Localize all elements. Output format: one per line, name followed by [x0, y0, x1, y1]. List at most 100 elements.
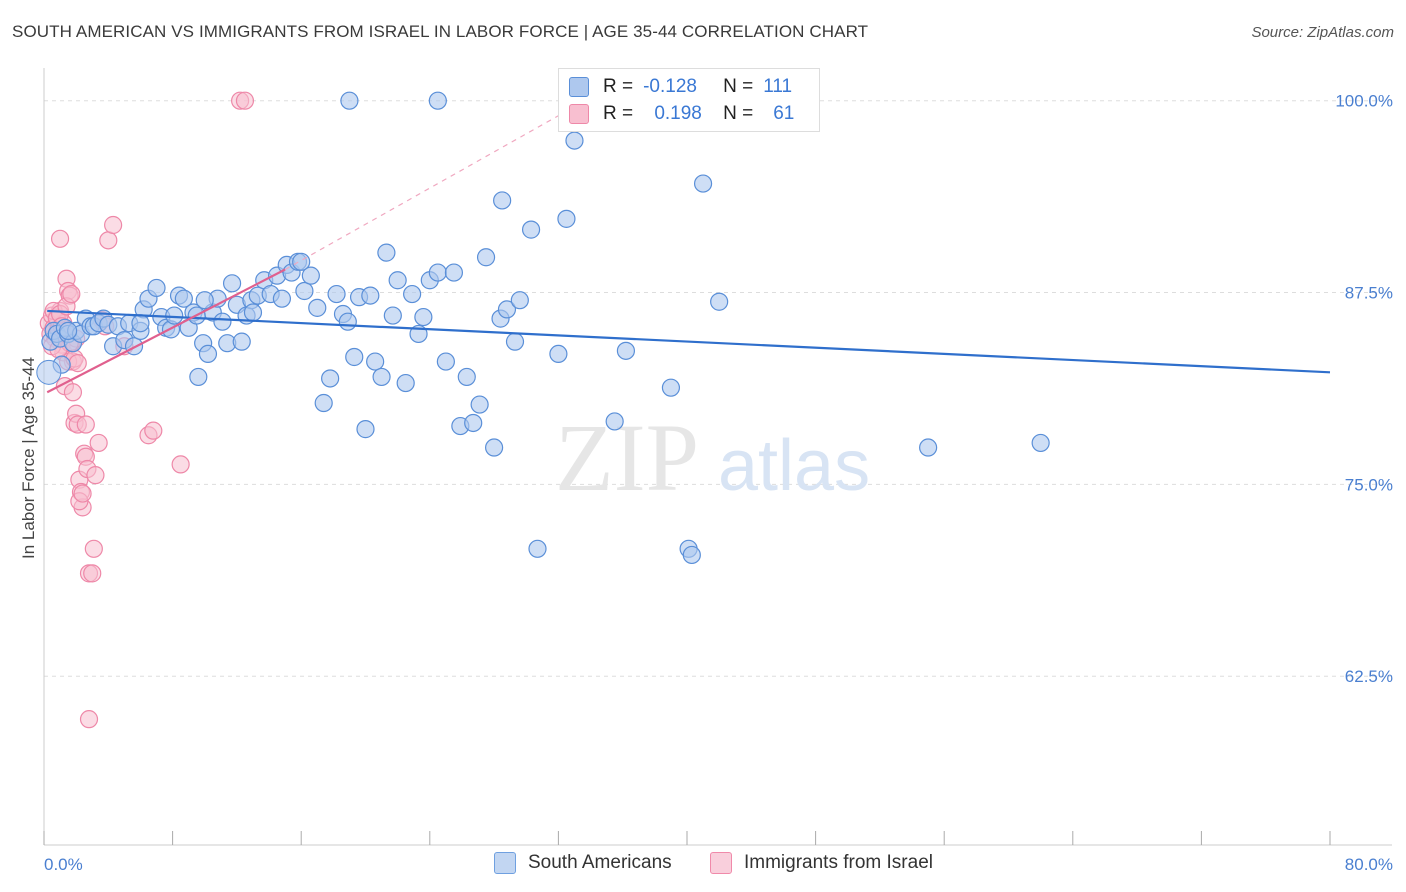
legend-label: Immigrants from Israel [744, 852, 933, 873]
south-american-point [124, 337, 144, 356]
y-tick-label: 100.0% [1335, 92, 1393, 111]
south-american-point [292, 252, 311, 271]
stats-legend: R = -0.128 N = 111 R = 0.198 N = 61 [558, 68, 820, 132]
israel-trend-line [46, 268, 286, 394]
south-american-point [388, 271, 407, 290]
south-american-point [131, 314, 150, 333]
south-american-point [243, 303, 263, 322]
south-american-point [321, 369, 340, 388]
south-american-point [414, 307, 433, 327]
israel-point [83, 564, 102, 583]
south-american-point [510, 291, 529, 310]
r-label: R = [603, 103, 634, 124]
south-american-point [485, 438, 504, 457]
r-value: 0.198 [654, 103, 702, 124]
south-american-point [565, 131, 584, 150]
r-value: -0.128 [643, 76, 697, 97]
south-american-point [557, 209, 576, 228]
israel-point [235, 91, 255, 110]
south-american-point [528, 539, 547, 558]
watermark-atlas: atlas [718, 426, 870, 506]
trend-lines [46, 97, 1331, 394]
x-tick-label: 80.0% [1345, 855, 1393, 874]
south-american-point [165, 306, 184, 325]
watermark: ZIP atlas [555, 404, 870, 511]
y-axis-label: In Labor Force | Age 35-44 [19, 357, 38, 559]
south-american-point [340, 91, 359, 110]
south-american-point [356, 420, 375, 439]
south-american-point [189, 367, 208, 387]
south-american-points [36, 91, 1050, 565]
south-american-point [497, 300, 517, 319]
n-label: N = [723, 76, 754, 97]
israel-point [89, 433, 108, 453]
x-tick-label: 0.0% [44, 855, 83, 874]
south-american-point [661, 378, 681, 397]
south-american-point [361, 286, 380, 305]
israel-point [99, 231, 118, 250]
south-american-point [710, 292, 729, 311]
legend-item-israel[interactable]: Immigrants from Israel [710, 852, 933, 874]
south-american-point [549, 344, 568, 364]
south-american-point [308, 298, 327, 317]
tick-labels: 62.5% 75.0% 87.5% 100.0% 0.0% 80.0% [44, 92, 1393, 874]
south-american-point [505, 332, 525, 351]
south-american-point [693, 174, 713, 193]
south-american-point [493, 191, 512, 210]
south-american-point [232, 332, 251, 351]
legend-swatch-pink [710, 852, 732, 874]
israel-point [62, 284, 81, 304]
south-american-point [470, 395, 489, 414]
n-label: N = [723, 103, 754, 124]
legend-item-south-americans[interactable]: South Americans [494, 852, 672, 874]
south-american-point [213, 312, 232, 331]
r-label: R = [603, 76, 634, 97]
south-american-point [327, 284, 346, 304]
south-american-point [403, 284, 422, 304]
south-american-point [1031, 433, 1050, 453]
axes [43, 68, 1392, 846]
south-american-point [464, 413, 483, 433]
south-american-point [616, 341, 636, 360]
south-american-point [198, 344, 218, 364]
south-american-point [521, 220, 541, 239]
south-american-point [377, 243, 396, 262]
south-american-point [301, 266, 320, 285]
legend-row-israel: R = 0.198 N = 61 [569, 102, 794, 126]
israel-trend-extension [284, 97, 591, 271]
south-american-trend-line [47, 309, 1331, 374]
south-american-point [682, 545, 701, 565]
south-american-point [314, 393, 333, 413]
south-american-point [919, 438, 938, 457]
south-american-point [147, 278, 166, 298]
israel-point [73, 484, 92, 503]
legend-label: South Americans [528, 852, 672, 873]
israel-point [84, 539, 103, 558]
israel-point [104, 215, 123, 235]
y-tick-label: 75.0% [1345, 475, 1393, 494]
watermark-zip: ZIP [555, 404, 699, 511]
series-legend: South Americans Immigrants from Israel [0, 852, 1406, 878]
israel-point [68, 354, 87, 373]
n-value: 61 [773, 103, 795, 124]
y-tick-label: 62.5% [1345, 667, 1393, 686]
israel-point [79, 710, 99, 729]
south-american-point [272, 289, 292, 308]
south-american-point [366, 352, 385, 371]
y-tick-label: 87.5% [1345, 284, 1393, 303]
south-american-point [338, 312, 357, 331]
south-american-point [345, 347, 364, 367]
south-american-point [383, 306, 402, 325]
south-american-point [396, 373, 415, 393]
south-american-point [436, 352, 455, 371]
south-american-point [59, 321, 78, 340]
legend-row-south-americans: R = -0.128 N = 111 [569, 75, 792, 99]
israel-point [50, 229, 70, 248]
israel-point [63, 383, 83, 402]
south-american-point [605, 412, 624, 431]
south-american-point [295, 281, 314, 301]
legend-swatch-blue [494, 852, 516, 874]
south-american-point [174, 289, 193, 308]
south-american-point [444, 263, 464, 282]
